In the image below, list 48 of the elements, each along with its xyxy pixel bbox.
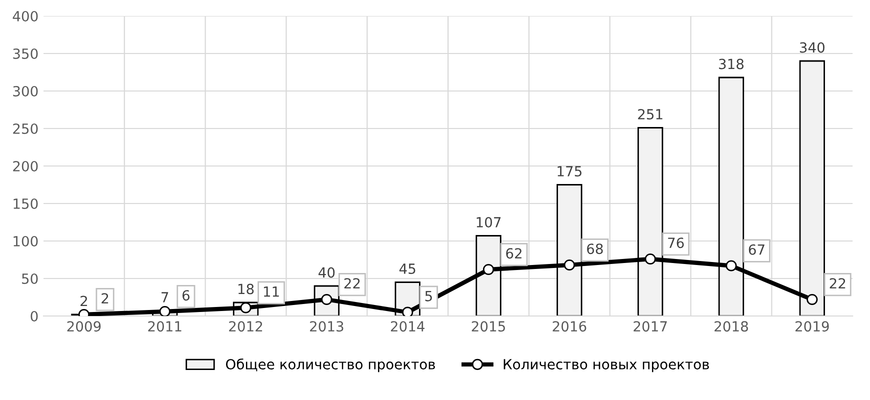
- x-tick-label: 2013: [310, 321, 344, 332]
- data-label: 107: [476, 217, 501, 228]
- point: [159, 306, 170, 316]
- point: [482, 264, 494, 276]
- data-label: 251: [638, 109, 662, 120]
- y-tick-label: 250: [13, 123, 38, 134]
- x-tick-label: 2017: [634, 321, 667, 332]
- data-label: 2: [80, 296, 87, 306]
- data-label: 11: [264, 286, 279, 297]
- x-tick-label: 2011: [148, 321, 182, 332]
- y-tick-label: 200: [13, 160, 38, 172]
- data-label: 318: [719, 58, 744, 70]
- data-label: 45: [399, 264, 416, 274]
- data-label: 7: [162, 292, 168, 302]
- legend-label: Количество новых проектов: [504, 359, 709, 372]
- data-label: 2: [102, 293, 108, 304]
- y-tick-label: 50: [22, 273, 38, 284]
- y-tick-label: 350: [13, 48, 38, 59]
- data-label: 76: [668, 238, 684, 248]
- y-tick-label: 150: [14, 198, 38, 209]
- data-label: 68: [587, 244, 603, 254]
- x-tick-label: 2016: [552, 321, 586, 332]
- y-tick-label: 0: [30, 310, 38, 322]
- data-label: 40: [318, 267, 335, 278]
- x-tick-label: 2015: [472, 321, 505, 332]
- data-label: 18: [238, 284, 254, 294]
- data-label: 340: [800, 42, 824, 53]
- data-label: 62: [506, 248, 522, 259]
- data-label: 175: [558, 166, 582, 177]
- x-tick-label: 2009: [67, 321, 101, 332]
- point: [644, 253, 656, 265]
- x-tick-label: 2014: [390, 321, 424, 332]
- legend-label: Общее количество проектов: [226, 358, 435, 372]
- data-label: 67: [748, 244, 764, 255]
- point: [726, 260, 737, 272]
- point: [806, 294, 818, 306]
- data-label: 5: [425, 291, 432, 302]
- point: [564, 259, 575, 271]
- data-label: 22: [830, 278, 846, 288]
- x-tick-label: 2012: [229, 321, 262, 332]
- x-tick-label: 2018: [714, 321, 748, 332]
- data-label: 22: [344, 278, 360, 288]
- y-tick-label: 300: [13, 86, 38, 96]
- point: [402, 306, 414, 316]
- data-label: 6: [182, 290, 190, 301]
- y-tick-label: 400: [12, 10, 38, 22]
- y-tick-label: 100: [14, 236, 38, 246]
- x-tick-label: 2019: [795, 321, 829, 332]
